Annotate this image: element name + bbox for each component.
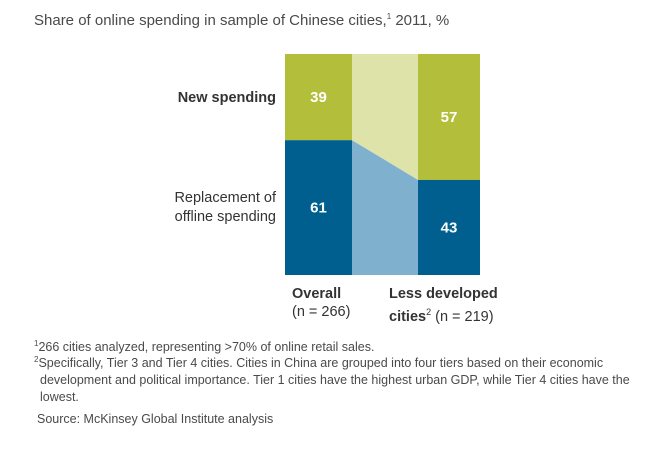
data-label-less-developed-new-spending: 57 — [441, 109, 458, 126]
x-label-overall-name: Overall — [292, 286, 342, 302]
connector-band-new-spending — [352, 54, 418, 180]
bar-overall-replacement — [285, 140, 352, 275]
footnote-2: 2Specifically, Tier 3 and Tier 4 cities.… — [34, 354, 630, 404]
bar-less-developed-new-spending — [418, 54, 480, 180]
chart-title: Share of online spending in sample of Ch… — [34, 12, 450, 29]
x-label-overall-sample: (n = 266) — [292, 304, 351, 320]
x-label-less-developed: Less developed cities2 (n = 219) — [389, 286, 498, 325]
x-label-less-developed-name: Less developed — [389, 286, 498, 302]
data-label-overall-replacement: 61 — [310, 200, 327, 217]
x-label-overall: Overall (n = 266) — [292, 285, 350, 321]
bar-less-developed-replacement — [418, 179, 480, 275]
source-note: Source: McKinsey Global Institute analys… — [37, 412, 274, 426]
row-label-replacement: Replacement of offline spending — [174, 190, 276, 225]
row-label-new-spending: New spending — [177, 90, 276, 106]
data-label-overall-new-spending: 39 — [310, 89, 327, 106]
connector-band-replacement — [352, 140, 418, 275]
bar-overall-new-spending — [285, 54, 352, 141]
footnote-1: 1266 cities analyzed, representing >70% … — [34, 338, 375, 354]
data-label-less-developed-replacement: 43 — [441, 219, 458, 236]
